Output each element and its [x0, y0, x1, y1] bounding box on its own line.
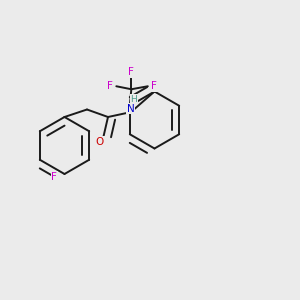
Text: F: F [107, 81, 113, 91]
Text: O: O [96, 137, 104, 147]
Text: F: F [128, 67, 134, 77]
Text: N: N [127, 104, 134, 114]
Text: H: H [130, 94, 137, 103]
Text: F: F [152, 81, 157, 91]
Text: F: F [51, 172, 57, 182]
